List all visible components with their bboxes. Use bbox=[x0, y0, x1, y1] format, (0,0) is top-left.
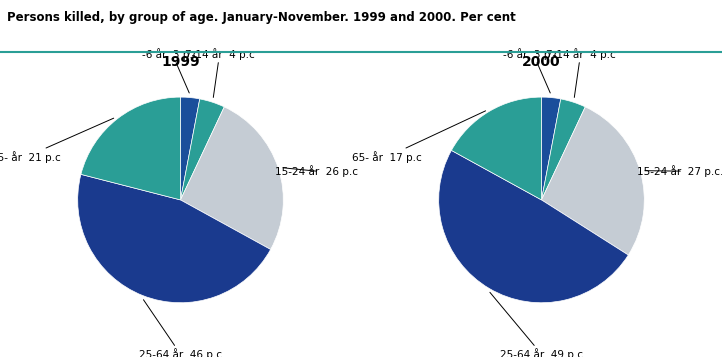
Text: -6 år  3 p.c.: -6 år 3 p.c. bbox=[503, 48, 563, 93]
Wedge shape bbox=[81, 97, 180, 200]
Wedge shape bbox=[180, 99, 225, 200]
Wedge shape bbox=[451, 97, 542, 200]
Text: 25-64 år  49 p.c: 25-64 år 49 p.c bbox=[490, 292, 583, 357]
Wedge shape bbox=[180, 97, 200, 200]
Text: 65- år  21 p.c: 65- år 21 p.c bbox=[0, 118, 113, 163]
Wedge shape bbox=[542, 99, 586, 200]
Text: 7-14 år  4 p.c: 7-14 år 4 p.c bbox=[546, 48, 615, 97]
Wedge shape bbox=[542, 97, 561, 200]
Text: Persons killed, by group of age. January-November. 1999 and 2000. Per cent: Persons killed, by group of age. January… bbox=[7, 11, 516, 24]
Text: 15-24 år  26 p.c: 15-24 år 26 p.c bbox=[274, 165, 357, 177]
Text: 15-24 år  27 p.c.: 15-24 år 27 p.c. bbox=[637, 165, 722, 177]
Wedge shape bbox=[78, 174, 271, 303]
Text: 7-14 år  4 p.c: 7-14 år 4 p.c bbox=[185, 48, 254, 97]
Text: 25-64 år  46 p.c: 25-64 år 46 p.c bbox=[139, 300, 222, 357]
Text: -6 år  3 p.c.: -6 år 3 p.c. bbox=[142, 48, 202, 93]
Wedge shape bbox=[180, 107, 283, 250]
Title: 1999: 1999 bbox=[161, 55, 200, 69]
Wedge shape bbox=[542, 107, 644, 255]
Text: 65- år  17 p.c: 65- år 17 p.c bbox=[352, 111, 486, 163]
Wedge shape bbox=[439, 150, 628, 303]
Title: 2000: 2000 bbox=[522, 55, 561, 69]
